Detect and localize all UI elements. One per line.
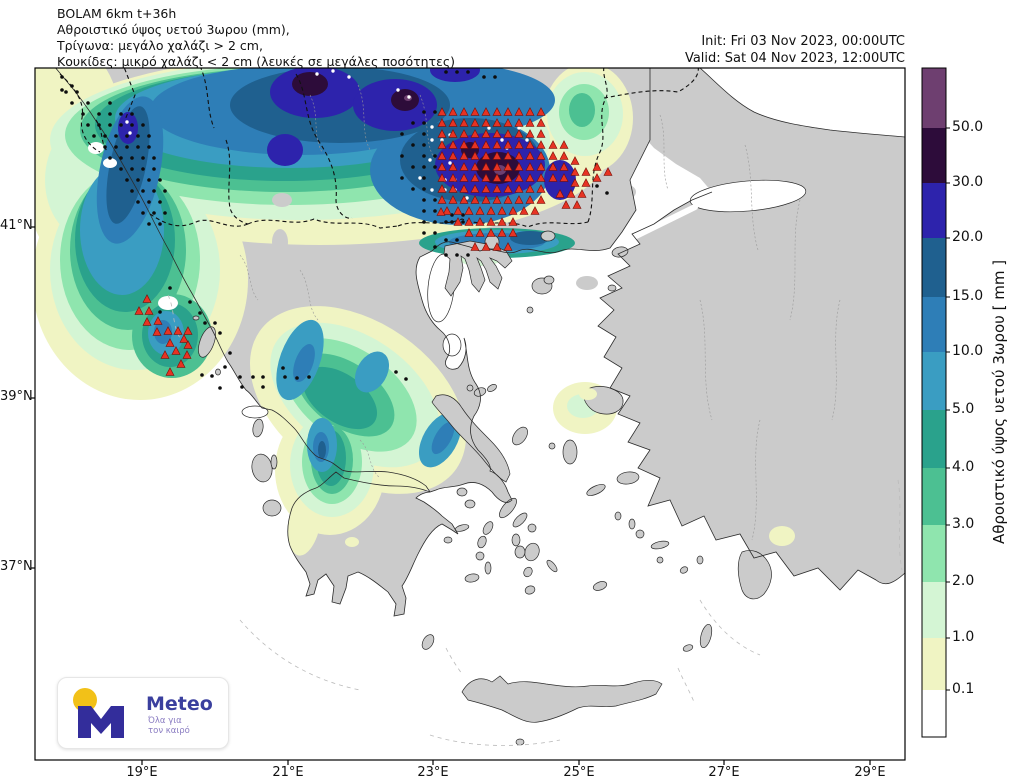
coastlines	[55, 68, 905, 617]
valid-time: Valid: Sat 04 Nov 2023, 12:00UTC	[684, 51, 905, 66]
meteo-logo-mark	[73, 688, 124, 738]
dot-legend-text: Κουκίδες: μικρό χαλάζι < 2 cm (λευκές σε…	[57, 54, 456, 69]
colorbar-tick-2.0: 2.0	[952, 573, 975, 589]
zakynthos-island	[262, 499, 282, 517]
samos-island	[616, 471, 640, 485]
country-borders	[59, 68, 699, 229]
colorbar-tick-20.0: 20.0	[952, 229, 984, 245]
colorbar-tick-50.0: 50.0	[952, 119, 984, 135]
colorbar-tick-30.0: 30.0	[952, 174, 984, 190]
karpathos-island	[699, 623, 713, 649]
dardanelles-strait	[631, 204, 698, 240]
x-tick-27°E: 27°E	[708, 765, 740, 780]
colorbar-tick-0.1: 0.1	[952, 681, 975, 697]
colorbar-tick-4.0: 4.0	[952, 459, 975, 475]
islands	[192, 230, 772, 746]
colorbar-title: Αθροιστικό ύψος υετού 3ωρου [ mm ]	[990, 259, 1008, 545]
samothraki-island	[540, 230, 556, 242]
colorbar-tick-15.0: 15.0	[952, 288, 984, 304]
y-tick-37°N: 37°N	[0, 559, 33, 574]
lesbos-precip-patch	[579, 388, 597, 400]
corfu-island	[198, 326, 216, 358]
colorbar-frame	[921, 67, 947, 738]
chalkidiki-peninsula	[443, 240, 513, 297]
logo-m-icon	[78, 706, 124, 738]
logo-tagline-1: Όλα για	[148, 716, 182, 726]
turkey-landmass	[585, 68, 905, 590]
model-title: BOLAM 6km t+36h	[57, 6, 177, 21]
crete-island	[461, 675, 663, 723]
colorbar-tick-5.0: 5.0	[952, 401, 975, 417]
meteo-logo: Meteo Όλα για τον καιρό	[57, 677, 229, 749]
colorbar	[922, 68, 950, 737]
x-tick-25°E: 25°E	[563, 765, 595, 780]
triangle-legend-text: Τρίγωνα: μεγάλο χαλάζι > 2 cm,	[57, 38, 263, 53]
colorbar-tick-10.0: 10.0	[952, 343, 984, 359]
init-time: Init: Fri 03 Nov 2023, 00:00UTC	[701, 34, 905, 49]
dry-holes	[88, 142, 178, 310]
y-tick-41°N: 41°N	[0, 218, 33, 233]
x-tick-19°E: 19°E	[126, 765, 158, 780]
colorbar-tick-3.0: 3.0	[952, 516, 975, 532]
plot-frame	[34, 67, 906, 761]
field-title: Αθροιστικό ύψος υετού 3ωρου (mm),	[57, 22, 290, 37]
x-tick-23°E: 23°E	[417, 765, 449, 780]
euboea-island	[431, 394, 511, 483]
hail-markers	[60, 69, 613, 390]
gulfs	[241, 179, 807, 419]
logo-brand-text: Meteo	[146, 693, 213, 715]
province-borders	[239, 84, 841, 541]
x-tick-29°E: 29°E	[854, 765, 886, 780]
logo-tagline-2: τον καιρό	[148, 726, 190, 736]
pagasetic-gulf	[442, 333, 462, 357]
axis-ticks	[31, 226, 871, 765]
ambracian-gulf	[241, 405, 269, 419]
y-tick-39°N: 39°N	[0, 389, 33, 404]
chios-island	[562, 439, 578, 465]
skyros-island	[512, 426, 528, 446]
x-tick-21°E: 21°E	[272, 765, 304, 780]
colorbar-tick-1.0: 1.0	[952, 629, 975, 645]
rhodes-island	[737, 550, 772, 600]
